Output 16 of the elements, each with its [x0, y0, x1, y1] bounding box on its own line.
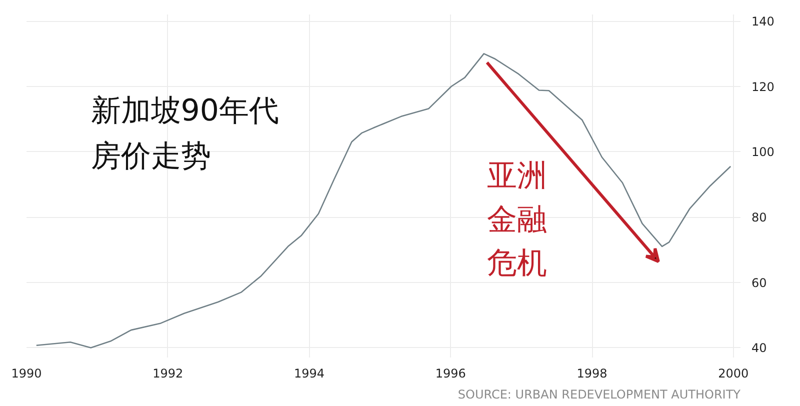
y-tick-label: 40: [752, 341, 767, 356]
y-tick-label: 100: [752, 145, 774, 160]
line-series: [36, 53, 732, 348]
source-note: SOURCE: URBAN REDEVELOPMENT AUTHORITY: [458, 388, 742, 402]
x-tick-label: 1992: [152, 366, 184, 380]
x-tick-label: 2000: [718, 366, 749, 380]
x-tick-label: 1994: [294, 366, 325, 380]
y-tick-label: 80: [752, 210, 767, 225]
y-tick-label: 140: [752, 14, 774, 29]
y-tick-label: 120: [752, 80, 774, 94]
y-tick-label: 60: [752, 276, 767, 290]
x-tick-label: 1990: [11, 366, 42, 380]
x-tick-label: 1996: [435, 366, 466, 380]
x-tick-label: 1998: [576, 366, 608, 380]
text: 新加坡90年代房价走势: [90, 93, 279, 174]
annotation: 亚洲金融危机: [487, 158, 548, 282]
